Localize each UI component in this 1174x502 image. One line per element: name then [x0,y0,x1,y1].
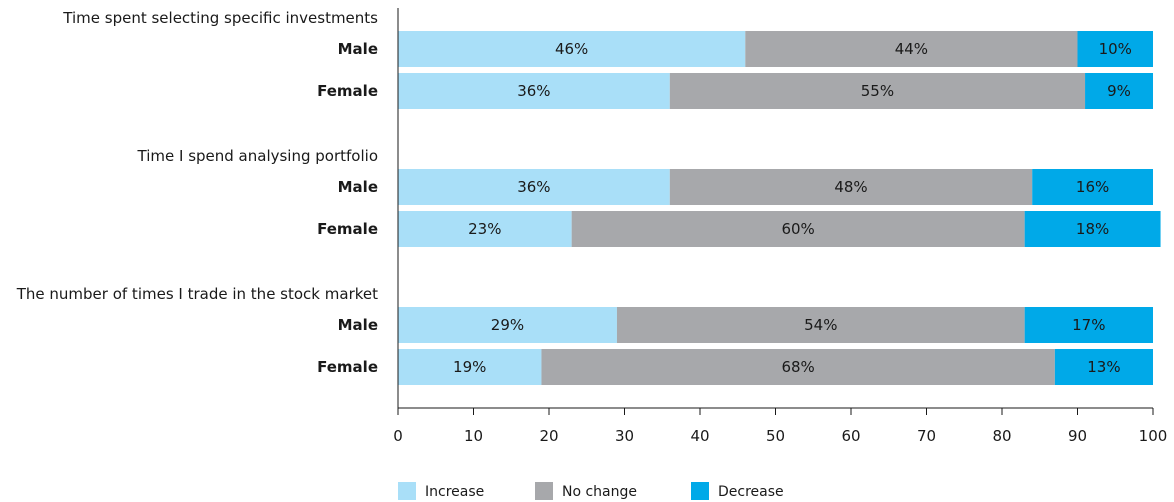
data-label: 9% [1107,82,1131,100]
data-label: 55% [861,82,894,100]
legend-label: Decrease [718,484,784,500]
chart-groups: Time spent selecting specific investment… [16,9,378,376]
row-label: Male [338,316,378,334]
bar-segment-no-change [571,211,1025,247]
legend-swatch [398,482,416,500]
bar-segment-increase [398,349,542,385]
legend-label: No change [562,484,637,500]
row-label: Female [317,358,378,376]
bar-segment-increase [398,31,746,67]
data-label: 10% [1099,40,1132,58]
x-tick-label: 70 [917,427,936,445]
data-label: 18% [1076,220,1109,238]
x-tick-label: 90 [1068,427,1087,445]
x-tick-label: 10 [464,427,483,445]
data-label: 17% [1072,316,1105,334]
legend-label: Increase [425,484,484,500]
x-tick-label: 0 [393,427,403,445]
row-label: Male [338,178,378,196]
bar-segment-decrease [1085,73,1153,109]
bar-segment-no-change [745,31,1078,67]
x-tick-label: 20 [539,427,558,445]
x-axis: 0 10 20 30 40 50 60 70 80 90 100 [393,8,1167,445]
row-label: Male [338,40,378,58]
bar-segment-decrease [1024,307,1153,343]
bar-segment-no-change [541,349,1055,385]
bar-segment-increase [398,73,670,109]
x-tick-label: 40 [690,427,709,445]
data-label: 16% [1076,178,1109,196]
bar-segment-decrease [1032,169,1153,205]
legend: Increase No change Decrease [398,482,784,500]
row-label: Female [317,82,378,100]
group-title: The number of times I trade in the stock… [16,285,378,303]
data-label: 68% [781,358,814,376]
x-tick-label: 30 [615,427,634,445]
x-tick-label: 80 [992,427,1011,445]
row-label: Female [317,220,378,238]
bar-segment-decrease [1054,349,1153,385]
bar-segment-increase [398,169,670,205]
bar-segment-decrease [1024,211,1161,247]
legend-swatch [691,482,709,500]
data-label: 36% [517,82,550,100]
data-label: 60% [781,220,814,238]
data-label: 13% [1087,358,1120,376]
bar-segment-no-change [669,73,1086,109]
data-label: 29% [491,316,524,334]
data-label: 36% [517,178,550,196]
bar-segment-decrease [1077,31,1153,67]
data-label: 44% [895,40,928,58]
data-label: 23% [468,220,501,238]
data-label: 46% [555,40,588,58]
bar-segment-no-change [616,307,1025,343]
bar-segment-increase [398,211,572,247]
data-label: 48% [834,178,867,196]
chart-bars: 46% 44% 10% 36% 55% 9% 36% 48% 16% 23% 60% 18% 29% 54… [398,31,1161,385]
legend-swatch [535,482,553,500]
bar-segment-increase [398,307,617,343]
x-tick-label: 60 [841,427,860,445]
data-label: 54% [804,316,837,334]
x-tick-label: 100 [1139,427,1168,445]
x-tick-label: 50 [766,427,785,445]
bar-segment-no-change [669,169,1033,205]
group-title: Time I spend analysing portfolio [137,147,378,165]
group-title: Time spent selecting specific investment… [62,9,378,27]
data-label: 19% [453,358,486,376]
